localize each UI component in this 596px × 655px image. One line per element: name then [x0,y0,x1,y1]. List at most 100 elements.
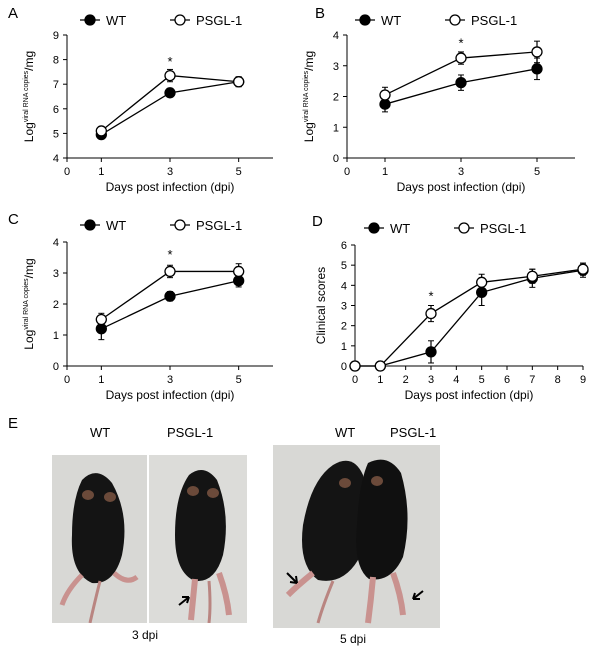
panel-a-x-axis-title: Days post infection (dpi) [106,180,235,194]
panel-d-point-wt [476,286,488,299]
panel-d-x-tick-label: 7 [529,374,535,386]
panel-a-point-psgl [233,76,245,88]
panel-d-y-tick-label: 2 [341,321,347,333]
panel-b-x-axis-title: Days post infection (dpi) [397,180,526,194]
panel-c-point-wt [233,275,245,287]
panel-b-y-tick-label: 3 [333,61,339,73]
panel-b-legend-label-psgl: PSGL-1 [471,13,517,28]
panel-a-y-tick-label: 9 [53,30,59,42]
panel-c-x-axis-title: Days post infection (dpi) [106,388,235,402]
photo-5dpi-psgl-label: PSGL-1 [390,425,437,440]
panel-d-label: D [312,213,323,230]
panel-b-significance-star: * [458,35,463,50]
panel-b-y-tick-label: 4 [333,30,339,42]
panel-c-label: C [8,211,19,228]
panel-c-legend-marker [84,219,96,231]
panel-c-point-psgl [164,265,176,278]
panel-c-legend-marker [174,219,186,231]
panel-a-significance-star: * [167,54,172,69]
panel-c-x-tick-label: 0 [64,374,70,386]
panel-c-y-tick-label: 0 [53,361,59,373]
panel-c-point-wt [95,323,107,335]
panel-d-point-psgl [349,360,361,372]
panel-a-label: A [8,5,18,22]
panel-d-legend-label-wt: WT [390,221,410,236]
panel-d-y-tick-label: 5 [341,260,347,272]
panel-b-y-tick-label: 2 [333,92,339,104]
panel-c-significance-star: * [167,247,172,262]
panel-d-x-axis-title: Days post infection (dpi) [405,388,534,402]
panel-a-x-tick-label: 1 [98,166,104,178]
panel-d-y-tick-label: 6 [341,240,347,252]
panel-c-x-tick-label: 5 [236,374,242,386]
panel-b-x-tick-label: 1 [382,166,388,178]
panel-b-point-wt [379,98,391,110]
panel-b-x-tick-label: 3 [458,166,464,178]
panel-a-x-tick-label: 5 [236,166,242,178]
photo-5dpi-wt-label: WT [335,425,356,440]
panel-a-x-tick-label: 0 [64,166,70,178]
panel-a-y-axis-title: Logviral RNA copies/mg [22,51,36,142]
panel-d-series-wt-line [355,269,584,367]
photo-5dpi-pair [273,445,440,628]
panel-d-x-tick-label: 2 [403,374,409,386]
panel-b-x-tick-label: 5 [534,166,540,178]
panel-d-point-psgl [577,263,589,275]
panel-b-y-tick-label: 0 [333,153,339,165]
panel-c-legend-label-wt: WT [106,218,126,233]
panel-c-y-tick-label: 3 [53,268,59,280]
panel-a-y-tick-label: 7 [53,79,59,91]
panel-b-point-wt [455,77,467,89]
panel-c-y-tick-label: 2 [53,299,59,311]
panel-b-point-wt [531,63,543,75]
panel-d-significance-star: * [428,288,433,303]
panel-b-point-psgl [531,46,543,58]
panel-d-legend-marker [368,222,380,234]
panel-d-y-tick-label: 0 [341,361,347,373]
panel-d-y-axis-title: Clinical scores [314,267,328,344]
panel-d-x-tick-label: 1 [377,374,383,386]
panel-d-x-tick-label: 5 [479,374,485,386]
panel-d-x-tick-label: 3 [428,374,434,386]
panel-label-e: E [8,415,19,432]
panel-d-x-tick-label: 0 [352,374,358,386]
panel-b-point-psgl [379,89,391,101]
panel-c-x-tick-label: 3 [167,374,173,386]
panel-c-y-tick-label: 4 [53,237,59,249]
panel-a-y-tick-label: 5 [53,128,59,140]
panel-c-point-wt [164,290,176,302]
panel-b-legend-marker [449,14,461,26]
panel-c-x-tick-label: 1 [98,374,104,386]
panel-a-y-tick-label: 6 [53,104,59,116]
panel-d-legend-marker [458,222,470,234]
panel-a-point-psgl [164,69,176,82]
panel-b-legend-marker [359,14,371,26]
panel-c-y-axis-title: Logviral RNA copies/mg [22,258,36,349]
panel-c-point-psgl [95,313,107,326]
panel-a-y-tick-label: 8 [53,55,59,67]
panel-d-point-psgl [476,276,488,288]
panel-d-x-tick-label: 9 [580,374,586,386]
panel-d-point-psgl [425,307,437,320]
panel-a-legend-marker [84,14,96,26]
panel-a-legend-label-wt: WT [106,13,126,28]
panel-b-legend-label-wt: WT [381,13,401,28]
panel-d-x-tick-label: 6 [504,374,510,386]
panel-d-series-psgl-line [355,268,584,367]
photo-3dpi-psgl-label: PSGL-1 [167,425,214,440]
photo-3dpi-wt [52,455,147,623]
panel-d-x-tick-label: 4 [453,374,459,386]
panel-c-legend-label-psgl: PSGL-1 [196,218,242,233]
panel-d-x-tick-label: 8 [555,374,561,386]
panel-d-y-tick-label: 4 [341,280,347,292]
panel-b-y-tick-label: 1 [333,122,339,134]
panel-d-point-psgl [374,360,386,372]
panel-a-legend-marker [174,14,186,26]
panel-b-label: B [315,5,325,22]
panel-b-y-axis-title: Logviral RNA copies/mg [302,51,316,142]
panel-a-point-psgl [95,125,107,137]
panel-a-legend-label-psgl: PSGL-1 [196,13,242,28]
panel-a-point-wt [164,87,176,99]
panel-a-x-tick-label: 3 [167,166,173,178]
